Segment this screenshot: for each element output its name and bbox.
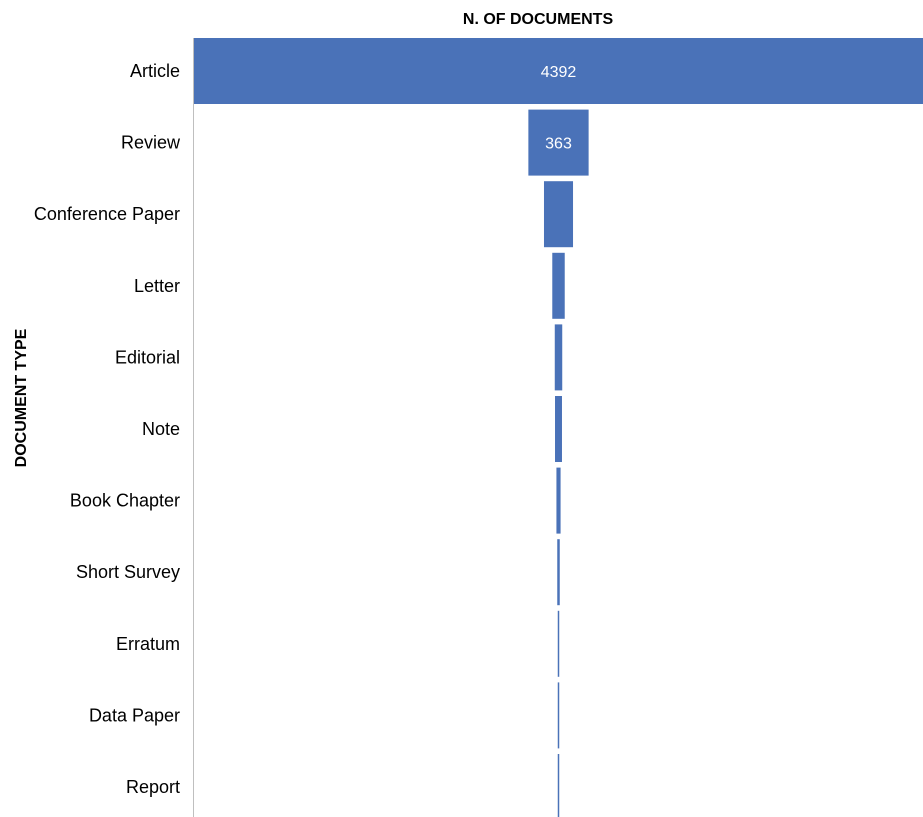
bar-review — [528, 109, 589, 176]
category-label: Data Paper — [89, 705, 180, 725]
category-label: Book Chapter — [70, 491, 180, 511]
data-label: 4392 — [541, 64, 577, 81]
bar-note — [555, 396, 562, 462]
category-label: Editorial — [115, 347, 180, 367]
bar-editorial — [554, 324, 563, 391]
bar-article — [194, 38, 923, 104]
category-label: Conference Paper — [34, 204, 180, 224]
bar-conference-paper — [543, 181, 574, 248]
data-label: 363 — [545, 136, 572, 153]
bar-letter — [552, 252, 565, 319]
y-axis-title: DOCUMENT TYPE — [13, 328, 30, 467]
category-label: Short Survey — [76, 562, 180, 582]
category-label: Review — [121, 133, 181, 153]
category-label: Letter — [134, 276, 180, 296]
data-labels-group: 4392 363 — [541, 64, 577, 153]
bar-book-chapter — [556, 467, 561, 534]
category-label: Note — [142, 419, 180, 439]
bar-data-paper — [557, 682, 560, 749]
bar-report — [557, 754, 560, 817]
bar-short-survey — [557, 539, 560, 606]
category-label: Report — [126, 777, 180, 797]
bars-group — [194, 38, 923, 817]
category-label: Article — [130, 61, 180, 81]
category-label: Erratum — [116, 634, 180, 654]
x-axis-title: N. OF DOCUMENTS — [463, 11, 614, 28]
category-labels-group: Article Review Conference Paper Letter Edito… — [34, 61, 181, 797]
bar-erratum — [557, 610, 560, 677]
